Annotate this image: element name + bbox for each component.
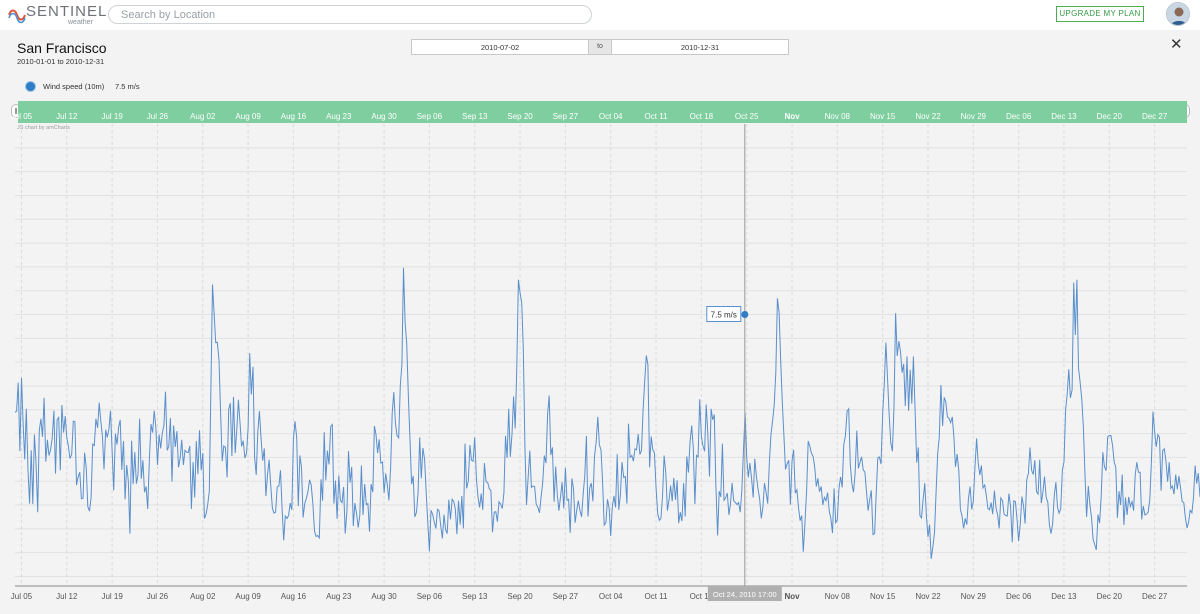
- scrollbar-tick-label: Nov 29: [961, 112, 987, 121]
- x-tick-label: Dec 20: [1097, 592, 1123, 601]
- logo-subtitle: weather: [68, 19, 93, 26]
- scrollbar-tick-label: Sep 13: [462, 112, 488, 121]
- x-tick-label: Nov 22: [915, 592, 941, 601]
- scrollbar-tick-label: Nov: [784, 112, 800, 121]
- legend-marker[interactable]: [26, 82, 35, 91]
- x-tick-label: Oct 11: [645, 592, 669, 601]
- location-title: San Francisco: [17, 40, 107, 56]
- scrollbar-tick-label: Oct 25: [735, 112, 759, 121]
- cursor-point: [741, 311, 749, 319]
- scrollbar-tick-label: Jul 12: [56, 112, 78, 121]
- x-tick-label: Sep 06: [417, 592, 443, 601]
- logo-text: SENTINEL: [26, 3, 108, 20]
- x-tick-label: Nov 15: [870, 592, 896, 601]
- scrollbar-tick-label: Sep 06: [417, 112, 443, 121]
- chart-cursor: 7.5 m/s Oct 24, 2010 17:00: [706, 124, 782, 601]
- scrollbar-tick-label: Oct 18: [690, 112, 714, 121]
- scrollbar-tick-label: Sep 27: [553, 112, 579, 121]
- x-tick-label: Nov 29: [961, 592, 987, 601]
- scrollbar-tick-label: Nov 15: [870, 112, 896, 121]
- scrollbar-tick-label: Oct 11: [645, 112, 669, 121]
- chart-credit: JS chart by amCharts: [17, 125, 70, 131]
- wind-speed-series-line: [14, 267, 1200, 559]
- x-tick-label: Dec 27: [1142, 592, 1168, 601]
- scrollbar-tick-label: Dec 27: [1142, 112, 1168, 121]
- x-tick-label: Nov: [784, 592, 800, 601]
- x-tick-label: Oct 04: [599, 592, 623, 601]
- x-tick-label: Aug 16: [281, 592, 307, 601]
- date-tooltip-box: [707, 586, 782, 601]
- search-input[interactable]: [108, 5, 592, 24]
- scrollbar-tick-label: Aug 30: [371, 112, 397, 121]
- x-tick-label: Oct 18: [690, 592, 714, 601]
- scrollbar-tick-label: Jul 19: [101, 112, 123, 121]
- legend-label[interactable]: Wind speed (10m): [43, 82, 105, 91]
- scrollbar-tick-label: Dec 06: [1006, 112, 1032, 121]
- scrollbar-track[interactable]: [18, 101, 1187, 123]
- x-tick-label: Jul 26: [147, 592, 169, 601]
- scrollbar-tick-label: Aug 09: [235, 112, 261, 121]
- x-tick-label: Sep 20: [507, 592, 533, 601]
- x-tick-label: Jul 05: [11, 592, 33, 601]
- x-tick-label: Jul 12: [56, 592, 78, 601]
- x-tick-label: Sep 27: [553, 592, 579, 601]
- scrollbar-tick-label: Dec 13: [1051, 112, 1077, 121]
- end-date-field[interactable]: 2010-12-31: [611, 39, 789, 55]
- scrollbar-labels: Jul 05 Jul 12 Jul 19 Jul 26 Aug 02 Aug 09 Aug …: [11, 112, 1168, 121]
- x-axis-labels: Jul 05 Jul 12 Jul 19 Jul 26 Aug 02 Aug 09 Aug …: [11, 592, 1168, 601]
- x-tick-label: Aug 23: [326, 592, 352, 601]
- to-label: to: [589, 39, 611, 55]
- date-range-subtitle: 2010-01-01 to 2010-12-31: [17, 57, 105, 66]
- start-date-field[interactable]: 2010-07-02: [411, 39, 589, 55]
- legend-value: 7.5 m/s: [115, 82, 140, 91]
- close-icon[interactable]: ✕: [1170, 36, 1183, 53]
- scrollbar-tick-label: Dec 20: [1097, 112, 1123, 121]
- x-tick-label: Dec 13: [1051, 592, 1077, 601]
- x-tick-label: Aug 02: [190, 592, 216, 601]
- value-tooltip-text: 7.5 m/s: [711, 311, 737, 320]
- scrollbar-tick-label: Oct 04: [599, 112, 623, 121]
- top-bar: SENTINEL weather UPGRADE MY PLAN: [0, 0, 1200, 30]
- x-tick-label: Aug 30: [371, 592, 397, 601]
- sentinel-logo-icon: [8, 9, 26, 24]
- x-tick-label: Aug 09: [235, 592, 261, 601]
- upgrade-plan-button[interactable]: UPGRADE MY PLAN: [1056, 6, 1144, 22]
- scrollbar-tick-label: Nov 08: [825, 112, 851, 121]
- value-tooltip-box: [706, 306, 742, 323]
- scrollbar-tick-label: Jul 05: [11, 112, 33, 121]
- scrollbar-tick-label: Nov 22: [915, 112, 941, 121]
- scrollbar-tick-label: Aug 02: [190, 112, 216, 121]
- x-tick-label: Sep 13: [462, 592, 488, 601]
- x-tick-label: Nov 08: [825, 592, 851, 601]
- x-tick-label: Dec 06: [1006, 592, 1032, 601]
- x-tick-label: Jul 19: [101, 592, 123, 601]
- date-tooltip-text: Oct 24, 2010 17:00: [713, 590, 777, 599]
- scrollbar-tick-label: Jul 26: [147, 112, 169, 121]
- scrollbar-tick-label: Aug 16: [281, 112, 307, 121]
- scrollbar-tick-label: Sep 20: [507, 112, 533, 121]
- avatar[interactable]: [1166, 2, 1190, 26]
- scrollbar-tick-label: Aug 23: [326, 112, 352, 121]
